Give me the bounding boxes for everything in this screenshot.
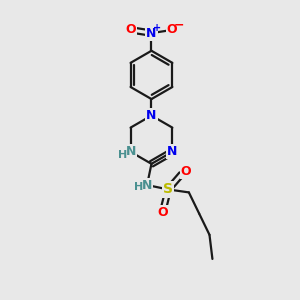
Text: −: − xyxy=(174,19,184,32)
Text: H: H xyxy=(118,150,127,160)
Text: N: N xyxy=(142,178,152,191)
Text: H: H xyxy=(134,182,143,191)
Text: O: O xyxy=(125,23,136,36)
Text: O: O xyxy=(167,23,177,36)
Text: O: O xyxy=(157,206,168,219)
Text: O: O xyxy=(181,165,191,178)
Text: N: N xyxy=(146,109,157,122)
Text: N: N xyxy=(125,145,136,158)
Text: S: S xyxy=(163,182,173,197)
Text: N: N xyxy=(146,27,157,40)
Text: N: N xyxy=(167,145,178,158)
Text: +: + xyxy=(153,23,161,33)
